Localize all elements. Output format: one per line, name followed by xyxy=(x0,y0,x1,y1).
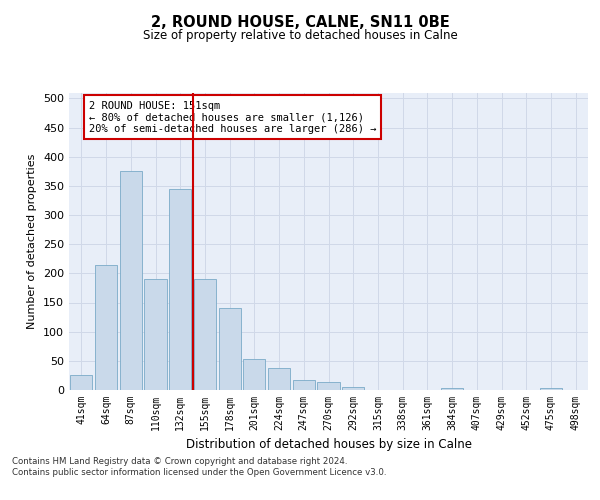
Text: 2, ROUND HOUSE, CALNE, SN11 0BE: 2, ROUND HOUSE, CALNE, SN11 0BE xyxy=(151,15,449,30)
Y-axis label: Number of detached properties: Number of detached properties xyxy=(28,154,37,329)
Bar xyxy=(194,279,216,390)
Bar xyxy=(243,359,265,390)
Bar xyxy=(540,388,562,390)
Bar xyxy=(441,388,463,390)
Bar xyxy=(342,387,364,390)
Text: 2 ROUND HOUSE: 151sqm
← 80% of detached houses are smaller (1,126)
20% of semi-d: 2 ROUND HOUSE: 151sqm ← 80% of detached … xyxy=(89,100,376,134)
Bar xyxy=(268,368,290,390)
Bar xyxy=(119,171,142,390)
Text: Contains HM Land Registry data © Crown copyright and database right 2024.
Contai: Contains HM Land Registry data © Crown c… xyxy=(12,458,386,477)
Bar xyxy=(317,382,340,390)
Bar xyxy=(218,308,241,390)
Bar xyxy=(95,264,117,390)
Bar xyxy=(293,380,315,390)
Bar xyxy=(70,376,92,390)
Bar xyxy=(145,279,167,390)
X-axis label: Distribution of detached houses by size in Calne: Distribution of detached houses by size … xyxy=(185,438,472,452)
Text: Size of property relative to detached houses in Calne: Size of property relative to detached ho… xyxy=(143,28,457,42)
Bar xyxy=(169,188,191,390)
